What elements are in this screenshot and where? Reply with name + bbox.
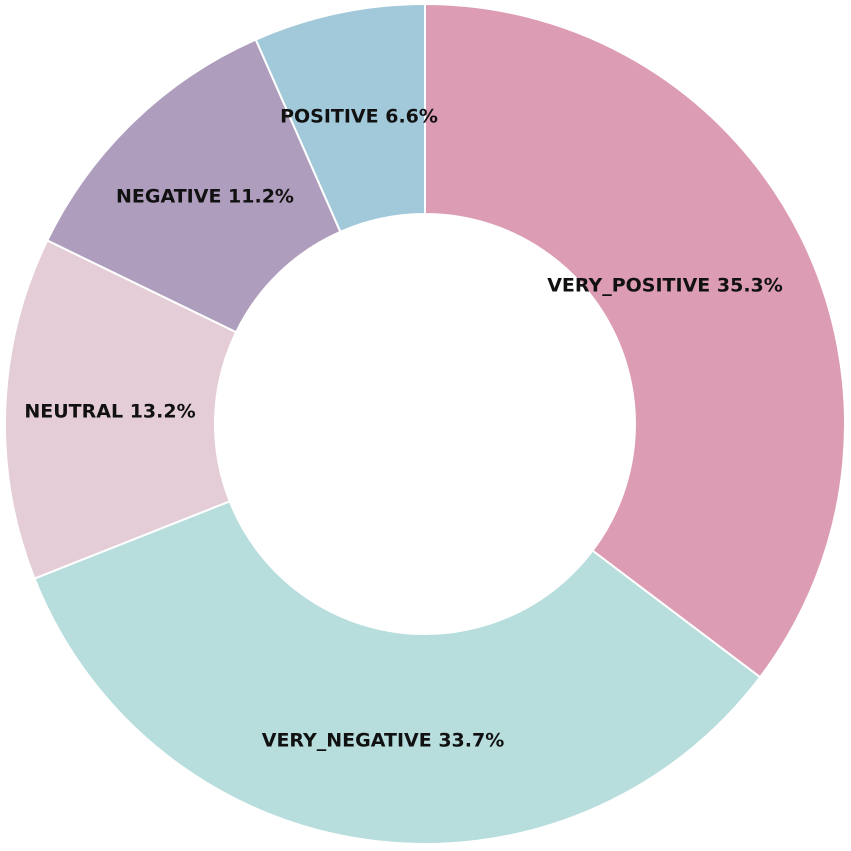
- slice-label-very-negative: VERY_NEGATIVE 33.7%: [262, 730, 504, 752]
- slice-label-very-positive: VERY_POSITIVE 35.3%: [547, 275, 783, 297]
- slice-labels: VERY_POSITIVE 35.3% VERY_NEGATIVE 33.7% NE…: [24, 106, 782, 752]
- slice-very-negative[interactable]: [33, 500, 762, 845]
- slice-label-positive: POSITIVE 6.6%: [280, 106, 438, 128]
- slice-negative[interactable]: [45, 38, 342, 334]
- slice-label-negative: NEGATIVE 11.2%: [116, 186, 294, 208]
- slice-positive[interactable]: [254, 2, 426, 234]
- slice-label-neutral: NEUTRAL 13.2%: [24, 401, 195, 423]
- slice-neutral[interactable]: [4, 239, 238, 580]
- slice-very-positive[interactable]: [424, 2, 846, 679]
- donut-slices: [4, 2, 846, 845]
